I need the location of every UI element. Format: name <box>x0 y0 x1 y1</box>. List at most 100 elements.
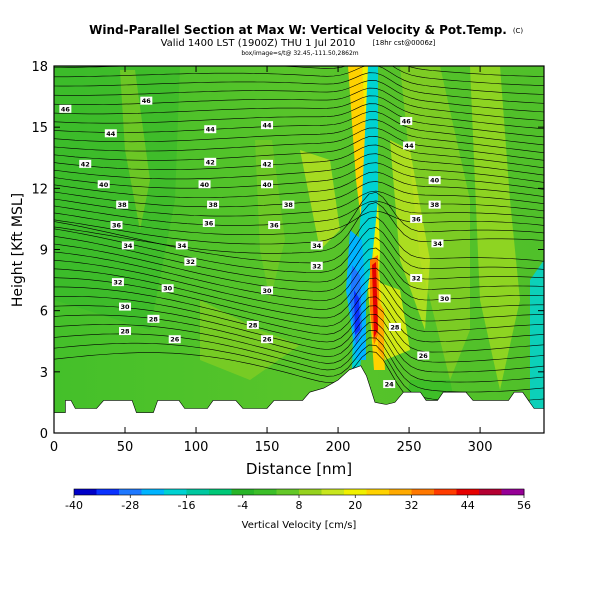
isentrope-label: 36 <box>410 214 423 223</box>
svg-text:32: 32 <box>113 279 122 287</box>
svg-text:34: 34 <box>312 242 322 250</box>
isentrope-label: 38 <box>428 200 441 209</box>
isentrope-label: 24 <box>383 380 396 389</box>
colorbar-swatch <box>479 489 502 495</box>
isentrope <box>54 324 544 383</box>
isentrope-label: 46 <box>140 96 153 105</box>
isentrope-label: 32 <box>184 257 197 266</box>
svg-text:36: 36 <box>204 219 214 227</box>
x-tick-label: 200 <box>326 440 351 455</box>
svg-text:34: 34 <box>177 242 187 250</box>
colorbar-swatch <box>366 489 390 495</box>
y-tick-label: 15 <box>31 121 48 136</box>
y-tick-label: 0 <box>40 427 48 442</box>
isentrope <box>54 251 544 301</box>
colorbar-swatch <box>74 489 97 495</box>
colorbar-swatch <box>254 489 277 495</box>
terrain <box>54 365 544 433</box>
y-tick-label: 18 <box>31 60 48 75</box>
isentrope <box>54 268 544 322</box>
colorbar-swatch <box>344 489 367 495</box>
svg-text:28: 28 <box>149 315 159 323</box>
velocity-region <box>300 150 340 250</box>
colorbar-swatch <box>209 489 232 495</box>
colorbar-swatch <box>501 489 525 495</box>
colorbar-tick-label: 56 <box>517 499 531 512</box>
velocity-region <box>255 140 285 300</box>
isentrope-label: 32 <box>111 278 124 287</box>
isentrope <box>54 111 544 146</box>
isentrope <box>54 127 544 161</box>
svg-text:42: 42 <box>206 158 215 166</box>
isentrope <box>54 190 544 217</box>
isentrope-label: 40 <box>428 176 441 185</box>
isentrope <box>54 95 544 130</box>
y-tick-label: 12 <box>31 182 48 197</box>
x-tick-label: 250 <box>397 440 422 455</box>
svg-text:38: 38 <box>209 201 219 209</box>
updraft-core <box>354 290 360 335</box>
isentrope-label: 30 <box>261 286 274 295</box>
isentrope <box>54 277 544 332</box>
colorbar-swatch <box>141 489 165 495</box>
plot-area: 46 46 44 44 42 42 40 40 38 38 36 36 34 34 32 32 30 30 28 28… <box>54 66 544 433</box>
velocity-field <box>54 66 544 430</box>
svg-text:26: 26 <box>263 336 273 344</box>
svg-text:40: 40 <box>263 181 273 189</box>
svg-text:42: 42 <box>81 160 90 168</box>
isentrope <box>54 191 544 245</box>
isentrope <box>54 305 544 363</box>
colorbar-swatch <box>456 489 480 495</box>
isentrope-label: 26 <box>168 335 181 344</box>
isentrope-label: 34 <box>121 241 134 250</box>
svg-text:40: 40 <box>200 181 210 189</box>
isentrope <box>54 227 544 273</box>
colorbar-tick-label: -4 <box>237 499 248 512</box>
isentrope-label: 34 <box>431 239 444 248</box>
valid-suffix: [18hr cst@0006z] <box>373 39 436 47</box>
x-tick-label: 300 <box>468 440 493 455</box>
isentrope <box>54 144 544 176</box>
colorbar-tick-label: -28 <box>121 499 139 512</box>
isentrope-label: 40 <box>261 180 274 189</box>
colorbar-swatch <box>411 489 435 495</box>
svg-text:40: 40 <box>99 181 109 189</box>
colorbar-swatch <box>321 489 345 495</box>
isentrope <box>54 153 544 183</box>
colorbar-tick-label: -40 <box>65 499 83 512</box>
svg-text:42: 42 <box>263 160 272 168</box>
svg-text:36: 36 <box>112 222 122 230</box>
colorbar-swatch <box>119 489 142 495</box>
isentrope-label: 42 <box>79 159 92 168</box>
isentrope-label: 38 <box>282 200 295 209</box>
colorbar-tick-label: -16 <box>178 499 196 512</box>
svg-text:46: 46 <box>402 118 412 126</box>
colorbar-tick-label: 32 <box>405 499 419 512</box>
isentrope <box>54 259 544 311</box>
isentrope <box>54 216 544 264</box>
svg-text:46: 46 <box>61 105 71 113</box>
x-tick-label: 50 <box>117 440 134 455</box>
updraft-core <box>372 262 378 338</box>
svg-text:36: 36 <box>270 222 280 230</box>
isentrope-label: 32 <box>310 261 323 270</box>
isentrope-label: 40 <box>97 180 110 189</box>
y-tick-label: 3 <box>40 366 48 381</box>
isentrope <box>54 296 544 353</box>
colorbar-label: Vertical Velocity [cm/s] <box>242 520 357 531</box>
x-tick-label: 0 <box>50 440 58 455</box>
svg-text:38: 38 <box>118 201 128 209</box>
svg-text:34: 34 <box>433 240 443 248</box>
box-location: box/image=s/t@ 32.45,-111.50,2862m <box>241 50 358 57</box>
x-tick-label: 100 <box>184 440 209 455</box>
isentrope <box>54 66 544 86</box>
svg-text:46: 46 <box>142 97 152 105</box>
velocity-region <box>400 66 470 380</box>
isentrope-label: 36 <box>110 221 123 230</box>
svg-text:32: 32 <box>412 275 421 283</box>
svg-text:30: 30 <box>440 295 450 303</box>
isentrope-label: 46 <box>59 104 72 113</box>
svg-text:44: 44 <box>405 142 415 150</box>
svg-text:28: 28 <box>248 321 258 329</box>
svg-text:28: 28 <box>390 323 400 331</box>
